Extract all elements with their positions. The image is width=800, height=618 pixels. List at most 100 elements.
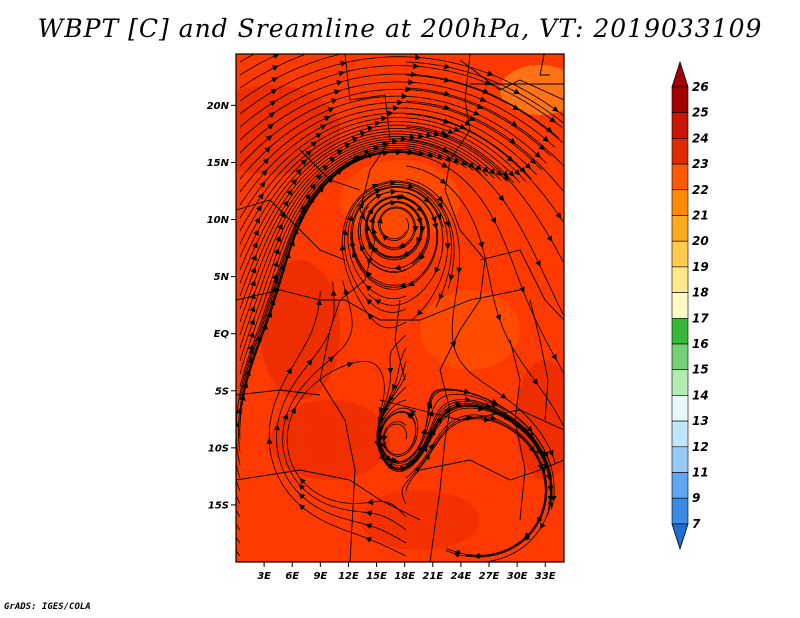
- colorbar-swatch: [671, 497, 689, 525]
- lon-tick-label: 18E: [394, 571, 415, 582]
- streamline-arrow: [315, 173, 322, 181]
- streamline-arrow: [444, 408, 451, 415]
- streamline: [401, 416, 547, 557]
- streamline-arrow: [249, 318, 256, 326]
- streamline-arrow: [399, 282, 407, 289]
- streamline-arrow: [468, 161, 475, 168]
- streamline-arrow: [279, 211, 286, 219]
- streamline-arrow: [272, 54, 280, 59]
- streamline: [365, 196, 429, 265]
- streamline: [405, 414, 548, 558]
- streamline: [239, 73, 559, 141]
- streamline: [236, 480, 241, 492]
- streamline: [239, 142, 467, 349]
- streamline-arrow: [306, 358, 313, 366]
- streamline-arrow: [267, 123, 274, 130]
- streamline-arrow: [436, 195, 444, 203]
- streamline-arrow: [510, 120, 518, 127]
- streamline-arrow: [371, 184, 379, 190]
- streamline-arrow: [447, 128, 454, 134]
- streamline: [378, 399, 553, 517]
- colorbar-swatch: [671, 266, 689, 293]
- streamline-arrow: [513, 420, 520, 427]
- country-border: [236, 199, 346, 261]
- streamline-arrow: [427, 151, 435, 158]
- streamline-arrow: [527, 431, 534, 438]
- streamline: [239, 145, 459, 362]
- streamline-arrow: [282, 200, 289, 207]
- streamline-arrow: [535, 260, 541, 267]
- streamline-arrow: [453, 551, 460, 558]
- wbpt-shade: [270, 400, 390, 480]
- streamline-arrow: [298, 504, 306, 511]
- country-border: [539, 54, 550, 76]
- map-title: WBPT [C] and Sreamline at 200hPa, VT: 20…: [37, 14, 763, 43]
- map-panel[interactable]: [200, 50, 580, 563]
- streamline-arrow: [423, 196, 430, 203]
- streamline-arrow: [542, 451, 549, 458]
- streamline-arrow: [476, 103, 484, 110]
- streamline-arrow: [489, 414, 497, 421]
- streamline-arrow: [290, 407, 296, 414]
- colorbar-swatch: [671, 240, 689, 268]
- colorbar-label: 17: [692, 311, 709, 325]
- streamline-arrow: [296, 215, 302, 223]
- colorbar-top-arrow: [671, 60, 689, 88]
- streamline-arrow: [479, 96, 487, 102]
- streamline: [377, 347, 550, 477]
- streamline-arrow: [500, 392, 507, 399]
- streamline-arrow: [371, 227, 378, 235]
- streamline-arrow: [438, 293, 445, 301]
- streamline-arrow: [408, 412, 415, 419]
- colorbar-label: 22: [692, 183, 709, 197]
- streamline-arrow: [431, 216, 437, 223]
- streamline-arrow: [468, 115, 476, 121]
- streamline-arrow: [453, 549, 461, 556]
- streamline-arrow: [501, 170, 509, 177]
- streamline-arrow: [365, 523, 373, 529]
- colorbar-swatch: [671, 189, 689, 216]
- streamline: [239, 54, 305, 89]
- streamline-arrow: [309, 183, 316, 190]
- streamline-arrow: [347, 214, 354, 222]
- colorbar-label: 14: [692, 388, 709, 402]
- streamline-arrow: [513, 168, 521, 176]
- colorbar-swatch: [671, 138, 689, 165]
- streamline-arrow: [272, 65, 279, 71]
- streamline-arrow: [513, 88, 521, 95]
- wbpt-shade: [236, 85, 340, 175]
- colorbar-label: 13: [692, 414, 709, 428]
- streamline-arrow: [484, 402, 492, 409]
- streamline-arrow: [254, 216, 261, 224]
- lon-tick-label: 12E: [338, 571, 359, 582]
- colorbar-swatch: [671, 369, 689, 396]
- lon-tick-label: 30E: [507, 571, 528, 582]
- streamline-arrow: [441, 162, 448, 168]
- streamline-arrow: [315, 132, 322, 139]
- streamline-arrow: [498, 194, 505, 202]
- streamline-arrow: [345, 161, 352, 168]
- streamline-arrow: [248, 347, 255, 355]
- streamline-arrow: [459, 123, 466, 130]
- streamline-arrow: [435, 213, 442, 220]
- streamline-arrow: [495, 169, 503, 177]
- streamline-arrow: [419, 253, 426, 261]
- colorbar-swatch: [671, 446, 689, 473]
- colorbar-label: 15: [692, 363, 709, 377]
- streamline-arrow: [286, 367, 292, 375]
- streamline-arrow: [352, 157, 359, 164]
- streamline-arrow: [426, 429, 432, 436]
- streamline-arrow: [534, 151, 541, 158]
- colorbar-label: 7: [692, 517, 701, 531]
- lon-tick-label: 6E: [285, 571, 299, 582]
- streamline: [236, 154, 367, 466]
- colorbar-label: 25: [692, 106, 709, 120]
- colorbar-label: 16: [692, 337, 709, 351]
- streamline-arrow: [338, 70, 345, 77]
- streamline-arrow: [482, 166, 489, 173]
- streamline: [238, 152, 383, 453]
- streamline-arrow: [269, 100, 277, 107]
- streamline-arrow: [328, 156, 336, 163]
- streamline: [276, 281, 407, 544]
- lat-tick-label: 10N: [207, 215, 230, 226]
